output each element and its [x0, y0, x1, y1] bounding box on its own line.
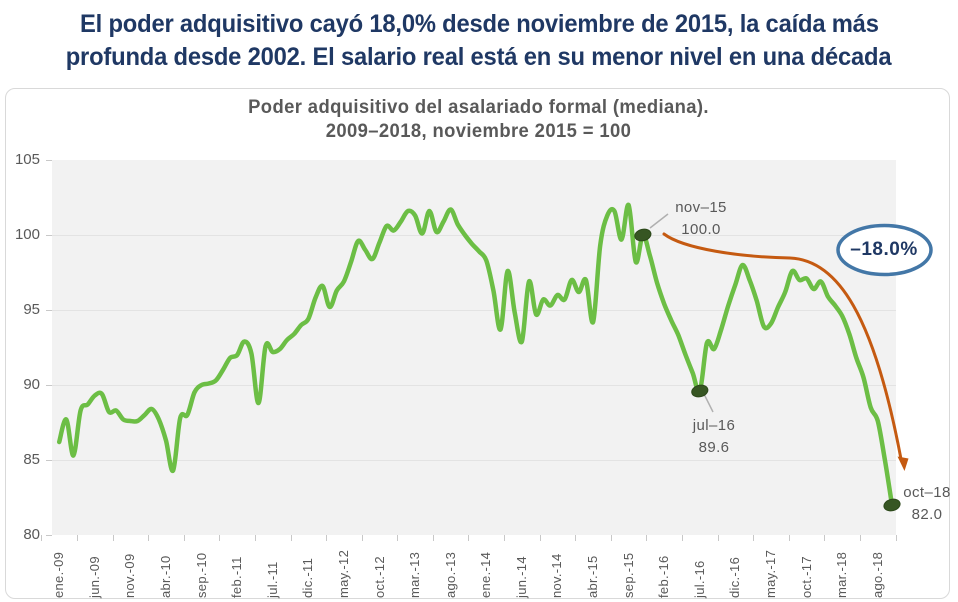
headline-line-1: El poder adquisitivo cayó 18,0% desde no…	[79, 10, 879, 38]
x-axis-label-sep15: sep.-15	[620, 552, 636, 598]
annotation-jul16: jul–16 89.6	[693, 415, 735, 459]
x-axis-label-oct12: oct.-12	[371, 556, 387, 598]
x-tick-mark	[859, 535, 861, 541]
gridline-y-85	[52, 459, 896, 461]
y-axis-label-80: 80	[23, 526, 40, 543]
x-axis-label-mar18: mar.-18	[834, 551, 850, 598]
x-tick-mark	[254, 535, 256, 541]
x-tick-mark	[753, 535, 755, 541]
x-tick-mark	[326, 535, 328, 541]
y-tick-mark	[46, 460, 52, 461]
x-axis-label-oct17: oct.-17	[798, 556, 814, 598]
x-tick-mark	[148, 535, 150, 541]
annotation-nov15-value: 100.0	[681, 221, 721, 238]
chart-title-line-1: Poder adquisitivo del asalariado formal …	[248, 97, 710, 118]
annotation-jul16-value: 89.6	[698, 439, 730, 456]
x-tick-mark	[432, 535, 434, 541]
x-tick-mark	[575, 535, 577, 541]
gridline-y-100	[52, 234, 896, 236]
x-tick-mark	[682, 535, 684, 541]
x-tick-mark	[504, 535, 506, 541]
plot-area	[52, 160, 896, 535]
x-tick-mark	[717, 535, 719, 541]
x-tick-mark	[219, 535, 221, 541]
x-axis-label-abr15: abr.-15	[585, 555, 601, 598]
x-axis-label-feb11: feb.-11	[229, 556, 245, 598]
x-tick-mark	[646, 535, 648, 541]
x-tick-mark	[183, 535, 185, 541]
x-axis-label-dic11: dic.-11	[300, 557, 316, 598]
y-tick-mark	[46, 385, 52, 386]
x-tick-mark	[539, 535, 541, 541]
x-tick-mark	[895, 535, 897, 541]
gridline-y-95	[52, 309, 896, 311]
x-axis-label-ago18: ago.-18	[869, 551, 885, 598]
annotation-nov15-label: nov–15	[675, 199, 727, 216]
x-tick-mark	[397, 535, 399, 541]
x-axis-label-feb16: feb.-16	[656, 555, 672, 598]
x-axis-label-sep10: sep.-10	[193, 552, 209, 598]
x-axis-label-ago13: ago.-13	[442, 551, 458, 598]
annotation-oct18-label: oct–18	[903, 484, 951, 501]
y-axis-label-100: 100	[14, 226, 40, 243]
x-axis-label-mar13: mar.-13	[407, 551, 423, 598]
x-tick-mark	[610, 535, 612, 541]
x-axis-label-dic16: dic.-16	[727, 556, 743, 598]
headline: El poder adquisitivo cayó 18,0% desde no…	[0, 8, 958, 74]
x-tick-mark	[468, 535, 470, 541]
y-axis-label-90: 90	[23, 376, 40, 393]
y-axis-label-95: 95	[23, 301, 40, 318]
x-tick-mark	[361, 535, 363, 541]
x-axis-label-ene09: ene.-09	[51, 551, 67, 598]
annotation-nov15: nov–15 100.0	[675, 197, 727, 241]
annotation-oct18-value: 82.0	[911, 506, 943, 523]
x-axis-label-jun09: jun.-09	[86, 556, 102, 598]
x-axis-label-jun14: jun.-14	[513, 556, 529, 598]
x-tick-mark	[76, 535, 78, 541]
chart-title: Poder adquisitivo del asalariado formal …	[0, 96, 958, 144]
y-tick-mark	[46, 235, 52, 236]
x-axis-label-may17: may.-17	[763, 549, 778, 598]
y-tick-mark	[46, 160, 52, 161]
chart-title-line-2: 2009–2018, noviembre 2015 = 100	[326, 121, 632, 142]
y-tick-mark	[46, 535, 52, 536]
x-axis-label-abr10: abr.-10	[157, 555, 173, 598]
headline-line-2: profunda desde 2002. El salario real est…	[66, 43, 892, 71]
x-axis-label-may12: may.-12	[335, 549, 351, 598]
x-axis-label-jul16: jul.-16	[691, 560, 707, 598]
x-axis-label-nov09: nov.-09	[122, 553, 138, 599]
x-tick-mark	[41, 535, 43, 541]
x-axis-label-ene14: ene.-14	[478, 551, 494, 598]
x-tick-mark	[112, 535, 114, 541]
y-tick-mark	[46, 310, 52, 311]
x-tick-mark	[824, 535, 826, 541]
x-tick-mark	[290, 535, 292, 541]
annotation-oct18: oct–18 82.0	[903, 482, 950, 526]
x-axis-label-jul11: jul.-11	[264, 561, 280, 598]
decline-badge-label: –18.0%	[850, 239, 918, 260]
y-axis-label-105: 105	[14, 151, 40, 168]
x-tick-mark	[788, 535, 790, 541]
y-axis-label-85: 85	[23, 451, 40, 468]
x-axis-label-nov14: nov.-14	[549, 553, 565, 599]
annotation-jul16-label: jul–16	[692, 417, 736, 434]
gridline-y-90	[52, 384, 896, 386]
